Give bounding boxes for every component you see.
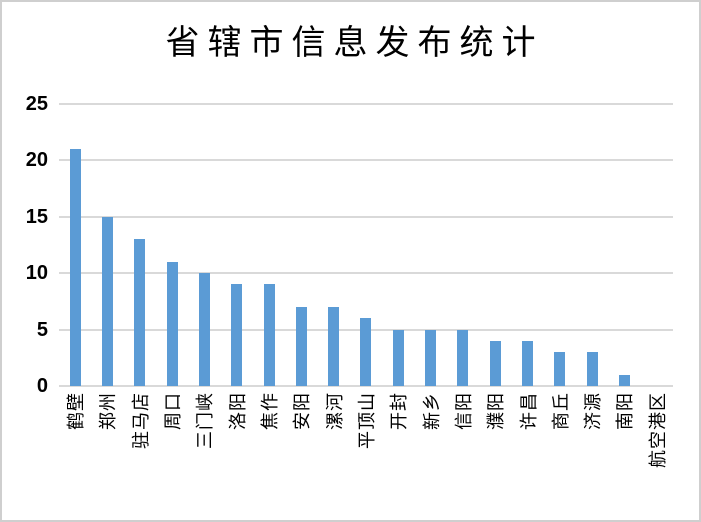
bar	[101, 216, 113, 386]
x-axis-tick-label: 周口	[163, 392, 184, 430]
bar	[457, 329, 469, 386]
bar	[425, 329, 437, 386]
bars	[59, 104, 673, 386]
bar-slot	[188, 104, 220, 386]
x-axis-tick-label: 洛阳	[227, 392, 248, 430]
x-label-cell: 洛阳	[221, 392, 253, 520]
bar-slot	[511, 104, 543, 386]
x-label-cell: 平顶山	[350, 392, 382, 520]
x-label-cell: 新乡	[414, 392, 446, 520]
x-label-cell: 信阳	[447, 392, 479, 520]
bar	[522, 340, 534, 386]
bar	[198, 273, 210, 386]
x-label-cell: 济源	[576, 392, 608, 520]
gridline	[59, 159, 673, 162]
gridline	[59, 272, 673, 275]
x-axis-tick-label: 商丘	[550, 392, 571, 430]
bar-slot	[544, 104, 576, 386]
y-axis-tick-label: 15	[25, 205, 48, 228]
y-axis-tick-label: 10	[25, 262, 48, 285]
y-axis-tick-label: 0	[36, 375, 48, 397]
x-label-cell: 安阳	[285, 392, 317, 520]
bar-slot	[414, 104, 446, 386]
bar-slot	[91, 104, 123, 386]
x-axis-tick-label: 郑州	[98, 392, 119, 430]
x-axis-tick-label: 平顶山	[356, 392, 377, 449]
bar	[166, 261, 178, 386]
x-axis-tick-label: 濮阳	[486, 392, 507, 430]
x-label-cell: 许昌	[511, 392, 543, 520]
bar	[618, 374, 630, 386]
x-axis-tick-label: 开封	[389, 392, 410, 430]
bar	[263, 284, 275, 386]
plot-area	[59, 103, 673, 387]
y-axis-tick-label: 20	[25, 149, 48, 172]
x-axis-tick-label: 漯河	[324, 392, 345, 430]
bar	[134, 239, 146, 386]
x-label-cell: 周口	[156, 392, 188, 520]
bar-slot	[156, 104, 188, 386]
bar-slot	[382, 104, 414, 386]
x-axis-tick-label: 航空港区	[647, 392, 668, 468]
x-label-cell: 航空港区	[641, 392, 673, 520]
x-axis-tick-label: 焦作	[260, 392, 281, 430]
x-axis-tick-label: 安阳	[292, 392, 313, 430]
gridline	[59, 215, 673, 218]
x-label-cell: 濮阳	[479, 392, 511, 520]
y-axis-tick-label: 5	[36, 318, 48, 341]
bar-slot	[479, 104, 511, 386]
x-axis-tick-label: 济源	[583, 392, 604, 430]
x-label-cell: 三门峡	[188, 392, 220, 520]
x-axis-tick-label: 三门峡	[195, 392, 216, 449]
bar	[295, 307, 307, 386]
x-axis-tick-label: 驻马店	[130, 392, 151, 449]
gridline	[59, 103, 673, 105]
x-axis-tick-label: 信阳	[453, 392, 474, 430]
x-label-cell: 焦作	[253, 392, 285, 520]
x-label-cell: 鹤壁	[59, 392, 91, 520]
bar-slot	[318, 104, 350, 386]
bar-slot	[253, 104, 285, 386]
x-axis-tick-label: 新乡	[421, 392, 442, 430]
x-axis-tick-label: 鹤壁	[66, 392, 87, 430]
bar	[489, 340, 501, 386]
x-label-cell: 商丘	[544, 392, 576, 520]
bar	[554, 352, 566, 386]
bar	[360, 318, 372, 386]
bar-slot	[285, 104, 317, 386]
x-axis-labels: 鹤壁 郑州 驻马店 周口 三门峡 洛阳 焦作 安阳 漯河 平顶山 开封 新乡 信阳 濮阳 许昌 商丘 济源 南阳航…	[59, 392, 673, 520]
bar-slot	[641, 104, 673, 386]
bar-slot	[350, 104, 382, 386]
bar-slot	[447, 104, 479, 386]
x-label-cell: 南阳	[608, 392, 640, 520]
chart-title: 省辖市信息发布统计	[165, 25, 544, 62]
bar-slot	[221, 104, 253, 386]
bar	[328, 307, 340, 386]
bar-slot	[124, 104, 156, 386]
bar-slot	[59, 104, 91, 386]
bar	[586, 352, 598, 386]
bar-slot	[608, 104, 640, 386]
x-axis-tick-label: 许昌	[518, 392, 539, 430]
bar-slot	[576, 104, 608, 386]
x-axis-tick-label: 南阳	[615, 392, 636, 430]
y-axis-tick-label: 25	[25, 93, 48, 115]
x-label-cell: 郑州	[91, 392, 123, 520]
x-label-cell: 驻马店	[124, 392, 156, 520]
gridline	[59, 385, 673, 387]
bar	[231, 284, 243, 386]
bar	[69, 149, 81, 386]
x-label-cell: 漯河	[318, 392, 350, 520]
bar	[392, 329, 404, 386]
x-label-cell: 开封	[382, 392, 414, 520]
